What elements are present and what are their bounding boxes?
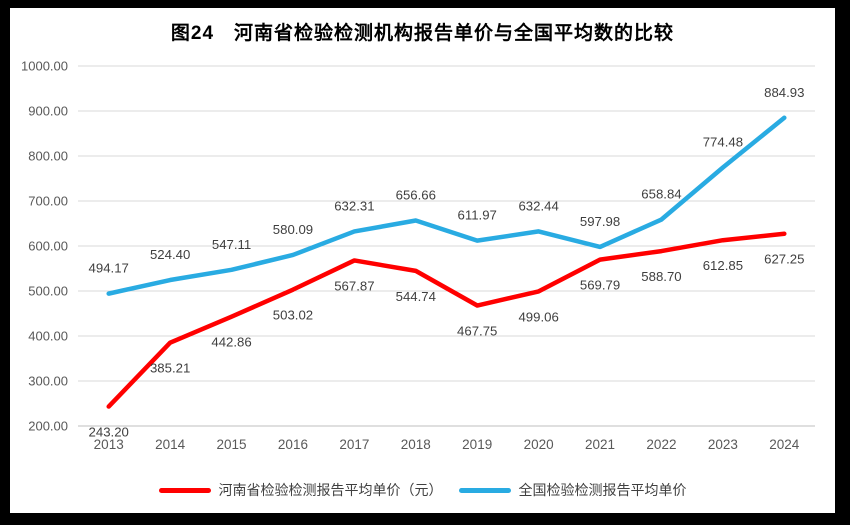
x-tick-label: 2022	[646, 437, 676, 452]
legend-swatch-henan	[158, 487, 211, 493]
data-label-series-1: 524.40	[150, 247, 190, 262]
data-label-series-0: 569.79	[580, 278, 620, 293]
y-tick-label: 400.00	[28, 329, 68, 344]
data-label-series-1: 494.17	[89, 261, 129, 276]
data-label-series-0: 499.06	[518, 309, 558, 324]
data-label-series-0: 503.02	[273, 308, 313, 323]
series-line-0	[106, 231, 787, 409]
data-label-series-1: 774.48	[703, 134, 743, 149]
y-tick-label: 500.00	[28, 284, 68, 299]
data-label-series-1: 611.97	[458, 208, 497, 223]
y-tick-label: 900.00	[28, 104, 68, 119]
y-tick-label: 700.00	[28, 194, 68, 209]
x-tick-label: 2013	[94, 437, 124, 452]
legend-item-national: 全国检验检测报告平均单价	[458, 480, 687, 500]
data-label-series-0: 627.25	[764, 252, 804, 267]
y-tick-label: 200.00	[28, 419, 68, 434]
x-tick-label: 2024	[769, 437, 800, 452]
data-label-series-0: 588.70	[641, 269, 681, 284]
data-label-series-0: 567.87	[334, 278, 374, 293]
y-tick-label: 600.00	[28, 239, 68, 254]
data-label-series-1: 547.11	[212, 237, 251, 252]
x-tick-label: 2021	[585, 437, 615, 452]
x-tick-label: 2019	[462, 437, 492, 452]
data-label-series-0: 442.86	[211, 335, 251, 350]
data-label-series-0: 544.74	[396, 289, 436, 304]
x-tick-label: 2020	[524, 437, 554, 452]
x-tick-label: 2015	[217, 437, 247, 452]
legend-swatch-national	[458, 487, 511, 493]
x-tick-label: 2023	[708, 437, 738, 452]
chart-title: 图24 河南省检验检测机构报告单价与全国平均数的比较	[170, 23, 675, 44]
data-label-series-0: 467.75	[457, 324, 497, 339]
x-tick-label: 2014	[155, 437, 186, 452]
data-label-series-1: 884.93	[764, 85, 804, 100]
x-tick-label: 2017	[339, 437, 369, 452]
data-label-series-1: 580.09	[273, 222, 313, 237]
data-label-series-1: 632.31	[334, 198, 374, 213]
plot-area: 200.00 300.00 400.00 500.00 600.00 700.00 800.…	[21, 59, 815, 452]
data-label-series-1: 658.84	[641, 187, 681, 202]
data-label-series-0: 385.21	[150, 361, 190, 376]
series-line-1	[106, 115, 787, 296]
y-tick-label: 800.00	[28, 149, 68, 164]
legend: 河南省检验检测报告平均单价（元） 全国检验检测报告平均单价	[10, 480, 835, 500]
y-tick-label: 300.00	[28, 374, 68, 389]
data-label-series-0: 243.20	[89, 425, 129, 440]
legend-label-national: 全国检验检测报告平均单价	[518, 482, 687, 498]
data-label-series-0: 612.85	[703, 258, 743, 273]
data-label-series-1: 632.44	[518, 198, 558, 213]
x-tick-label: 2018	[401, 437, 431, 452]
chart-canvas: 图24 河南省检验检测机构报告单价与全国平均数的比较 200.00 300.00 4…	[10, 8, 835, 513]
x-tick-label: 2016	[278, 437, 308, 452]
legend-item-henan: 河南省检验检测报告平均单价（元）	[158, 480, 443, 500]
data-label-series-1: 597.98	[580, 214, 620, 229]
legend-label-henan: 河南省检验检测报告平均单价（元）	[218, 482, 443, 498]
data-label-series-1: 656.66	[396, 188, 436, 203]
y-tick-label: 1000.00	[21, 59, 68, 74]
